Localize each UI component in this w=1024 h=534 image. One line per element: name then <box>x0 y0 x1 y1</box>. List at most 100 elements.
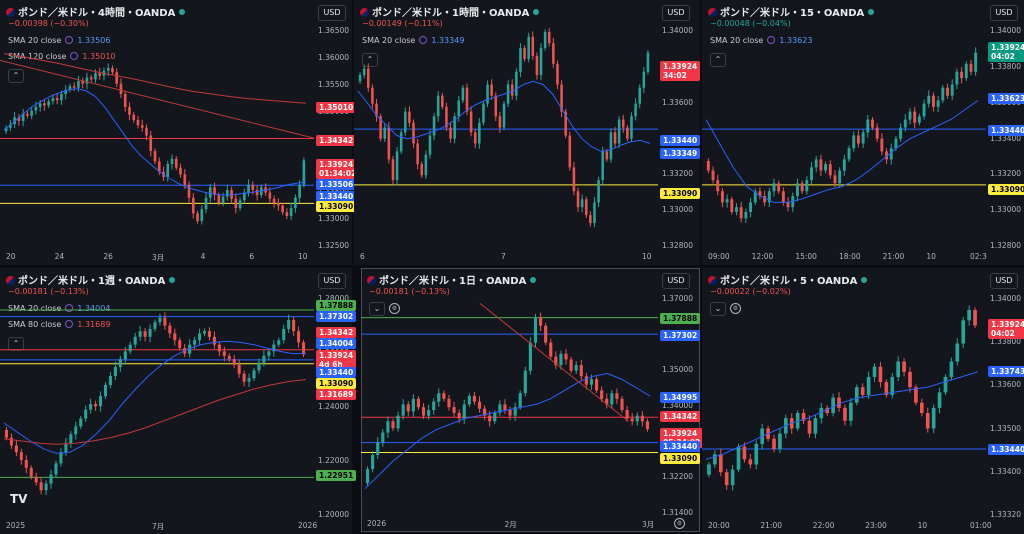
candle[interactable] <box>574 361 578 375</box>
candle[interactable] <box>29 465 33 480</box>
candle[interactable] <box>472 391 476 405</box>
candle[interactable] <box>420 161 424 178</box>
candle[interactable] <box>589 211 592 227</box>
candlestick-plot[interactable] <box>702 24 986 247</box>
candle[interactable] <box>85 72 89 89</box>
candle[interactable] <box>908 108 912 125</box>
price-axis[interactable]: 1.340001.338001.336001.334001.332001.330… <box>658 0 700 265</box>
candle[interactable] <box>630 112 633 143</box>
candle[interactable] <box>560 79 563 117</box>
candle[interactable] <box>381 429 385 448</box>
candle[interactable] <box>281 202 284 215</box>
collapse-legend-button[interactable]: ⌃ <box>362 53 378 67</box>
candle[interactable] <box>477 396 482 413</box>
candle[interactable] <box>39 477 43 495</box>
collapse-legend-button[interactable]: ⌄ <box>369 302 385 316</box>
candle[interactable] <box>391 156 395 185</box>
candle[interactable] <box>54 460 58 478</box>
candle[interactable] <box>89 74 93 83</box>
candle[interactable] <box>149 130 153 157</box>
candle[interactable] <box>237 359 241 378</box>
candle[interactable] <box>572 162 576 196</box>
candle[interactable] <box>842 154 846 176</box>
candle[interactable] <box>795 178 799 202</box>
candle[interactable] <box>552 37 555 68</box>
candle[interactable] <box>416 138 419 170</box>
candle[interactable] <box>133 332 137 348</box>
candle[interactable] <box>118 355 122 372</box>
candle[interactable] <box>473 128 477 149</box>
candle[interactable] <box>549 338 553 360</box>
candle[interactable] <box>238 197 242 211</box>
candle[interactable] <box>917 113 921 126</box>
candle[interactable] <box>518 390 522 410</box>
candle[interactable] <box>298 180 301 204</box>
candle[interactable] <box>399 129 403 155</box>
candle[interactable] <box>506 80 510 107</box>
candle[interactable] <box>515 68 518 101</box>
candle[interactable] <box>903 114 907 132</box>
candle[interactable] <box>427 404 431 420</box>
candle[interactable] <box>140 119 144 132</box>
candle[interactable] <box>724 468 729 490</box>
candle[interactable] <box>462 399 466 424</box>
candle[interactable] <box>800 180 804 194</box>
candle[interactable] <box>569 356 573 374</box>
candle[interactable] <box>21 109 25 127</box>
candle[interactable] <box>634 98 637 121</box>
sma20-line[interactable] <box>705 100 979 203</box>
candle[interactable] <box>178 337 182 351</box>
sma120-line[interactable] <box>3 53 307 104</box>
candle[interactable] <box>866 371 871 400</box>
candle[interactable] <box>74 421 78 440</box>
sma20-line[interactable] <box>3 340 306 454</box>
candle[interactable] <box>922 99 926 120</box>
candle[interactable] <box>408 106 411 127</box>
candle[interactable] <box>302 157 306 188</box>
candle[interactable] <box>143 327 147 342</box>
candle[interactable] <box>55 92 59 105</box>
indicator-settings-icon[interactable]: ⚙ <box>730 303 741 314</box>
candle[interactable] <box>706 158 710 174</box>
candle[interactable] <box>593 197 596 228</box>
candle[interactable] <box>964 61 968 81</box>
candle[interactable] <box>513 402 517 421</box>
candle[interactable] <box>196 210 199 224</box>
candle[interactable] <box>849 398 853 427</box>
candle[interactable] <box>843 404 847 426</box>
candle[interactable] <box>899 123 903 143</box>
candle[interactable] <box>277 198 280 211</box>
candle[interactable] <box>441 93 444 110</box>
candle[interactable] <box>523 366 527 397</box>
currency-button[interactable]: USD <box>318 5 346 21</box>
candle[interactable] <box>179 163 182 178</box>
indicator-visibility-icon[interactable] <box>65 304 74 312</box>
chart-panel-3[interactable]: ポンド／米ドル・15・OANDA −0.00048 (−0.04%) SMA 20 … <box>702 0 1024 265</box>
symbol-title[interactable]: ポンド／米ドル・15・OANDA <box>708 4 875 19</box>
candle[interactable] <box>478 118 481 149</box>
candle[interactable] <box>754 440 759 470</box>
chart-panel-5[interactable]: ポンド／米ドル・1日・OANDA −0.00181 (−0.13%) ⌄ ⚙ USD 1.… <box>361 268 704 532</box>
candle[interactable] <box>375 98 378 122</box>
candle[interactable] <box>931 404 936 434</box>
candle[interactable] <box>739 201 743 223</box>
candle[interactable] <box>437 388 441 407</box>
candle[interactable] <box>960 67 964 84</box>
candle[interactable] <box>814 156 818 173</box>
candle[interactable] <box>132 112 136 123</box>
indicator-visibility-icon[interactable] <box>70 52 79 60</box>
candle[interactable] <box>371 84 374 109</box>
candle[interactable] <box>272 195 276 208</box>
candle[interactable] <box>113 361 117 381</box>
candle[interactable] <box>609 128 613 163</box>
candle[interactable] <box>222 346 226 362</box>
indicator-visibility-icon[interactable] <box>65 320 74 328</box>
candle[interactable] <box>442 390 446 402</box>
candle[interactable] <box>232 355 236 369</box>
candle[interactable] <box>153 319 157 332</box>
candle[interactable] <box>432 398 436 415</box>
candle[interactable] <box>640 410 644 427</box>
price-axis[interactable]: 1.365001.360001.355001.350001.345001.340… <box>314 0 352 265</box>
candle[interactable] <box>436 90 440 122</box>
candle[interactable] <box>626 124 629 142</box>
